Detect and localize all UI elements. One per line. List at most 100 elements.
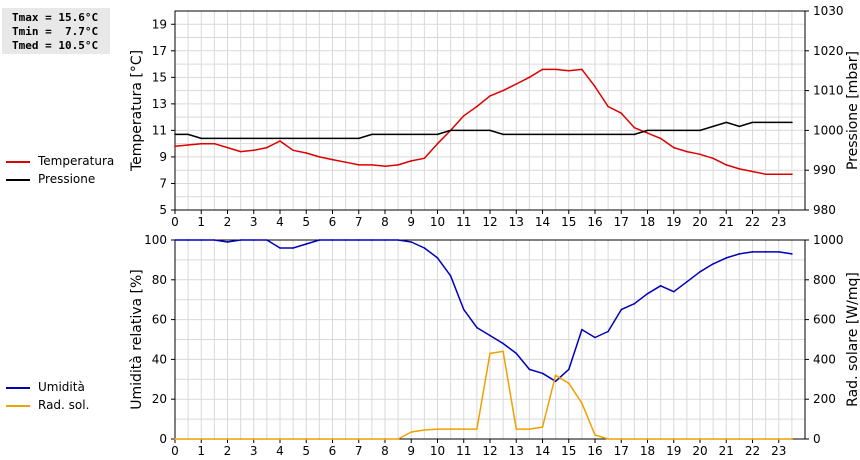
panel2-y2-axis-title: Rad. solare [W/mq] [845, 272, 860, 407]
panel2-series-rad-sol-point [305, 438, 308, 440]
panel2-x-tick-label: 21 [719, 444, 734, 458]
panel2-series-umidit-point [725, 257, 728, 259]
panel1-series-temperatura-point [528, 76, 531, 79]
panel1-series-pressione-point [581, 133, 583, 136]
panel1-series-temperatura-point [358, 164, 360, 166]
panel2-series-umidit-point [633, 302, 636, 305]
panel2-series-umidit-point [581, 328, 583, 331]
panel2-series-rad-sol-point [594, 434, 596, 436]
panel2-series-umidit-point [515, 352, 518, 355]
panel1-series-temperatura-point [344, 161, 347, 163]
panel2-series-rad-sol-line [175, 350, 792, 440]
panel1-series-temperatura-point [463, 115, 465, 117]
panel1-series-temperatura-point [764, 173, 767, 175]
panel2-series-umidit-point [213, 239, 216, 241]
panel1-series-temperatura-point [646, 132, 649, 134]
panel2-series-umidit-point [541, 372, 544, 375]
panel2-series-umidit-point [673, 290, 675, 293]
panel1-series-temperatura-point [515, 83, 518, 85]
panel2-series-umidit-point [738, 253, 741, 255]
panel1-series-pressione-point [436, 133, 439, 136]
panel1-y-tick-label: 9 [159, 150, 167, 164]
panel2-series-rad-sol-point [384, 438, 386, 440]
panel2-x-tick-label: 14 [535, 444, 550, 458]
panel1-series-pressione-point [528, 133, 531, 136]
panel1-series-pressione-point [686, 129, 688, 132]
panel1-series-temperatura-point [738, 168, 741, 170]
panel2-x-tick-label: 19 [666, 444, 681, 458]
panel1-series-pressione-point [292, 137, 294, 140]
panel1-y2-axis-title: Pressione [mbar] [845, 51, 860, 170]
panel1-x-tick-label: 3 [250, 215, 258, 229]
panel1-y2-tick-label: 1030 [813, 4, 844, 18]
panel1-series-pressione-point [502, 133, 504, 136]
panel2-series-rad-sol-point [699, 438, 701, 440]
panel1-series-pressione-point [187, 133, 189, 136]
tmed-text: Tmed = 10.5°C [12, 39, 99, 52]
panel1-series-pressione-point [738, 125, 741, 128]
panel2-x-tick-label: 10 [430, 444, 445, 458]
panel1-y-tick-label: 15 [152, 70, 167, 84]
panel2-series-umidit-point [764, 251, 767, 253]
panel2-x-tick-label: 5 [302, 444, 310, 458]
panel1-series-pressione-point [279, 137, 281, 140]
panel1-x-tick-label: 23 [771, 215, 786, 229]
panel2-series-rad-sol-point [463, 428, 465, 430]
panel2-x-tick-label: 15 [561, 444, 576, 458]
panel2-series-umidit-point [686, 281, 688, 283]
panel2-x-tick-label: 22 [745, 444, 760, 458]
legend-swatch-umidita [6, 386, 30, 389]
panel2-series-umidit-point [528, 368, 531, 371]
panel1-series-temperatura-point [502, 89, 504, 92]
legend-swatch-pressione [6, 178, 30, 181]
panel2-series-rad-sol-point [318, 438, 321, 440]
panel1-y2-tick-label: 1020 [813, 44, 844, 58]
panel1-series-temperatura-point [239, 150, 242, 153]
panel2-series-umidit-point [226, 241, 229, 243]
panel2-series-umidit-point [266, 239, 268, 241]
tmin-text: Tmin = 7.7°C [12, 25, 99, 38]
panel2-series-rad-sol-point [397, 438, 399, 440]
panel1-series-pressione-point [449, 129, 452, 132]
panel1-series-pressione-point [358, 137, 360, 140]
legend-label-pressione: Pressione [38, 172, 96, 186]
panel1-series-pressione-point [712, 125, 714, 128]
panel2-x-tick-label: 12 [482, 444, 497, 458]
panel1-series-temperatura-point [292, 149, 294, 152]
panel1-series-pressione-point [489, 129, 491, 132]
panel2-series-rad-sol-point [725, 438, 728, 440]
tmax-text: Tmax = 15.6°C [12, 11, 99, 24]
panel1-series-temperatura-point [279, 140, 281, 142]
panel2-x-tick-label: 16 [587, 444, 602, 458]
panel2-series-umidit-point [239, 239, 242, 241]
panel2-y2-tick-label: 800 [813, 273, 836, 287]
panel1-series-pressione-point [397, 133, 399, 136]
panel1-series-temperatura-point [791, 173, 793, 175]
panel2-series-rad-sol-point [751, 438, 754, 440]
panel1-x-tick-label: 20 [692, 215, 707, 229]
panel1-series-pressione-point [633, 133, 636, 136]
panel2-series-rad-sol-point [712, 438, 714, 440]
panel2-series-rad-sol-point [410, 431, 413, 433]
panel1-y-axis-title: Temperatura [°C] [129, 50, 145, 172]
panel1-series-temperatura-point [476, 105, 478, 108]
panel1-series-temperatura-point [554, 68, 557, 71]
panel2-series-umidit-point [554, 380, 557, 383]
panel2-y-tick-label: 60 [152, 313, 167, 327]
panel2-series-umidit-point [436, 257, 439, 259]
panel1-series-pressione-point [568, 133, 570, 136]
panel2-y2-tick-label: 200 [813, 392, 836, 406]
panel2-x-tick-label: 6 [329, 444, 337, 458]
panel1-series-pressione-point [463, 129, 465, 132]
panel1-y-tick-label: 5 [159, 203, 167, 217]
panel2-series-umidit-point [384, 239, 386, 241]
panel2-series-rad-sol-point [226, 438, 229, 440]
panel2-series-umidit-point [423, 247, 426, 249]
legend-item-rad-sol: Rad. sol. [6, 398, 89, 412]
panel2-series-umidit-point [568, 368, 570, 371]
panel1-y2-tick-label: 980 [813, 203, 836, 217]
panel2-series-rad-sol-point [476, 428, 478, 430]
panel2-x-tick-label: 9 [407, 444, 415, 458]
panel2-x-tick-label: 2 [224, 444, 232, 458]
